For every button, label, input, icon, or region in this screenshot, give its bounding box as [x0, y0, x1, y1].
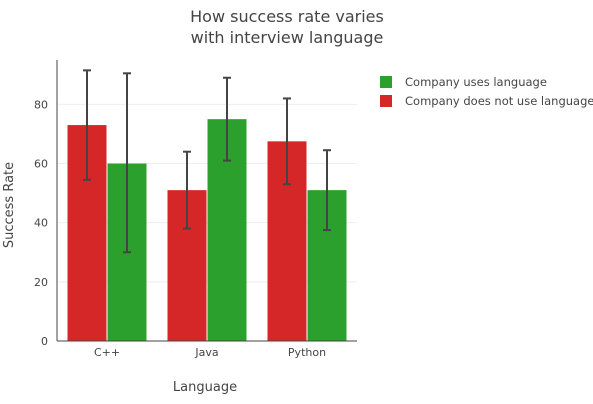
bars — [67, 119, 347, 341]
gridlines — [57, 103, 357, 283]
chart-title-line-1: How success rate varies — [190, 7, 384, 26]
y-tick-label: 0 — [41, 335, 48, 348]
legend-swatch — [380, 95, 392, 107]
y-tick-label: 20 — [34, 276, 48, 289]
x-tick-label: C++ — [94, 346, 120, 359]
y-tick-label: 40 — [34, 217, 48, 230]
x-tick-label: Java — [194, 346, 218, 359]
axes: 0 20 40 60 80 C++ Java Python — [34, 60, 357, 359]
legend-entry: Company does not use language — [405, 94, 593, 108]
x-axis-label: Language — [173, 380, 237, 395]
y-tick-label: 80 — [34, 98, 48, 111]
chart-title-line-2: with interview language — [191, 28, 384, 47]
legend-swatch — [380, 76, 392, 88]
y-axis-label: Success Rate — [2, 162, 17, 248]
legend: Company uses language Company does not us… — [380, 75, 593, 108]
x-tick-label: Python — [288, 346, 326, 359]
error-bars — [83, 69, 331, 254]
legend-entry: Company uses language — [405, 75, 547, 89]
y-tick-label: 60 — [34, 158, 48, 171]
